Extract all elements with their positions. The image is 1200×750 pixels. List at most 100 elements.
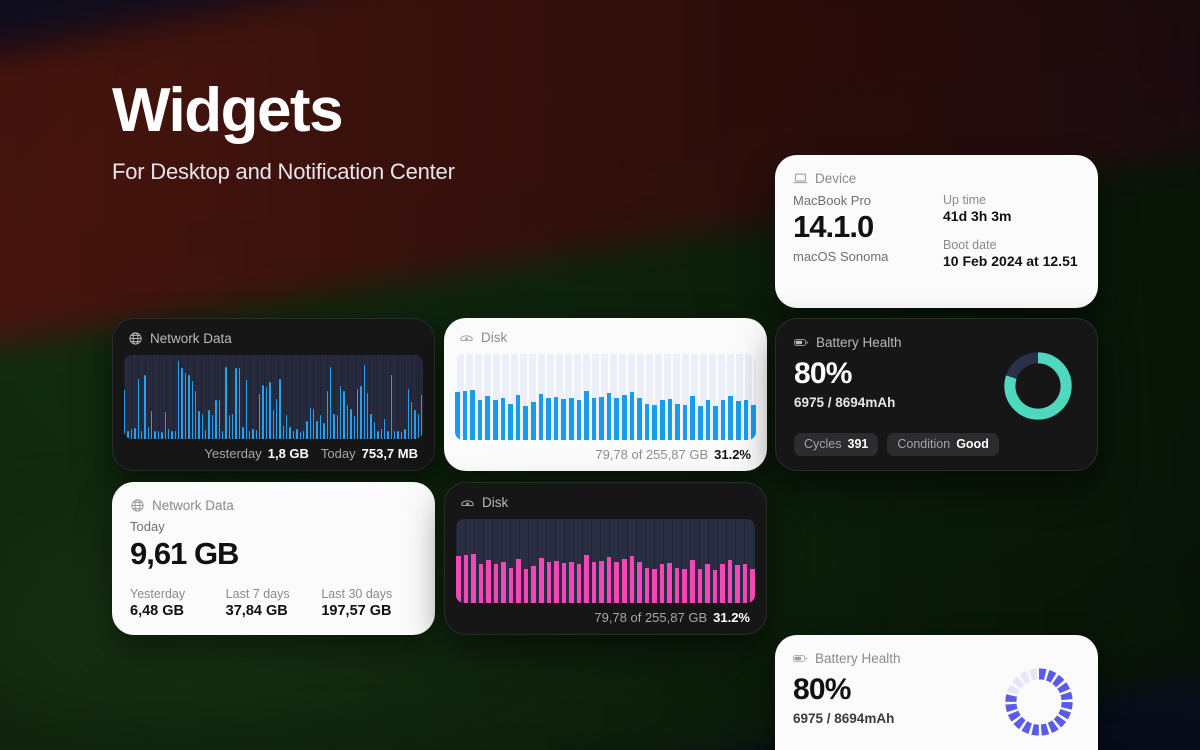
chart-bar bbox=[492, 400, 498, 440]
chart-bar bbox=[296, 428, 298, 439]
chart-bar bbox=[414, 410, 416, 439]
chart-bar bbox=[235, 367, 237, 439]
chart-bar bbox=[493, 564, 499, 603]
chart-bar bbox=[360, 386, 362, 439]
chart-bar bbox=[340, 386, 342, 439]
chart-bar bbox=[455, 391, 460, 440]
chart-bar bbox=[167, 428, 170, 439]
chart-bar bbox=[245, 380, 247, 439]
chart-bar bbox=[157, 431, 160, 439]
chart-bar bbox=[561, 398, 566, 440]
page-title: Widgets bbox=[112, 76, 344, 145]
disk-light-widget[interactable]: Disk 79,78 of 255,87 GB 31.2% bbox=[444, 318, 767, 471]
chart-bar bbox=[370, 413, 372, 439]
chart-bar bbox=[568, 397, 574, 440]
chart-bar bbox=[137, 378, 139, 439]
device-left-column: MacBook Pro 14.1.0 macOS Sonoma bbox=[793, 193, 943, 269]
chart-bar bbox=[252, 428, 254, 439]
chart-bar bbox=[404, 428, 406, 439]
chart-bar bbox=[397, 431, 399, 439]
battery-light-capacity: 6975 / 8694mAh bbox=[793, 711, 895, 726]
chart-bar bbox=[614, 397, 620, 440]
chart-bar bbox=[576, 399, 582, 440]
chart-bar bbox=[259, 394, 261, 439]
network-dark-title: Network Data bbox=[150, 331, 232, 346]
chart-bar bbox=[387, 430, 389, 439]
chart-bar bbox=[181, 368, 183, 439]
chart-bar bbox=[140, 430, 143, 439]
disk-icon bbox=[459, 330, 474, 345]
chart-bar bbox=[591, 561, 597, 603]
boot-date-value: 10 Feb 2024 at 12.51 bbox=[943, 253, 1078, 269]
device-right-column: Up time 41d 3h 3m Boot date 10 Feb 2024 … bbox=[943, 193, 1080, 269]
chart-bar bbox=[523, 569, 529, 603]
chart-bar bbox=[346, 405, 349, 439]
network-data-light-widget[interactable]: Network Data Today 9,61 GB Yesterday 6,4… bbox=[112, 482, 435, 635]
chart-bar bbox=[319, 415, 322, 439]
chart-bar bbox=[188, 375, 190, 439]
device-widget-title: Device bbox=[815, 171, 857, 186]
chart-bar bbox=[569, 561, 574, 603]
chart-bar bbox=[279, 379, 281, 439]
chart-bar bbox=[265, 386, 268, 439]
device-os-name: macOS Sonoma bbox=[793, 249, 889, 264]
laptop-icon bbox=[793, 171, 808, 186]
chart-bar bbox=[470, 390, 475, 440]
chart-bar bbox=[720, 399, 726, 440]
chart-bar bbox=[178, 360, 180, 439]
network-stat-yesterday-value: 6,48 GB bbox=[130, 603, 184, 619]
device-version: 14.1.0 bbox=[793, 209, 874, 244]
network-data-dark-widget[interactable]: Network Data Yesterday 1,8 GB Today 753,… bbox=[112, 318, 435, 471]
disk-light-title: Disk bbox=[481, 330, 508, 345]
chart-bar bbox=[262, 385, 264, 439]
condition-value: Good bbox=[956, 437, 989, 451]
battery-dark-capacity: 6975 / 8694mAh bbox=[794, 395, 896, 410]
uptime-label: Up time bbox=[943, 193, 987, 207]
chart-bar bbox=[682, 568, 687, 603]
page-header: Widgets For Desktop and Notification Cen… bbox=[112, 78, 455, 185]
chart-bar bbox=[171, 430, 173, 439]
globe-icon bbox=[128, 331, 143, 346]
network-dark-today-value: 753,7 MB bbox=[361, 446, 418, 461]
cycles-pill[interactable]: Cycles 391 bbox=[794, 433, 879, 456]
chart-bar bbox=[689, 560, 695, 603]
disk-dark-widget[interactable]: Disk 79,78 of 255,87 GB 31.2% bbox=[444, 482, 767, 635]
device-widget[interactable]: Device MacBook Pro 14.1.0 macOS Sonoma U… bbox=[775, 155, 1098, 308]
chart-bar bbox=[652, 568, 657, 603]
battery-dark-donut bbox=[1001, 349, 1075, 423]
chart-bar bbox=[232, 413, 234, 439]
device-widget-header: Device bbox=[793, 171, 1080, 186]
chart-bar bbox=[546, 561, 552, 603]
chart-bar bbox=[194, 391, 197, 439]
chart-bar bbox=[750, 568, 755, 603]
chart-bar bbox=[478, 563, 484, 603]
chart-bar bbox=[508, 403, 513, 440]
chart-bar bbox=[727, 560, 733, 603]
chart-bar bbox=[751, 404, 756, 440]
network-dark-bars bbox=[124, 355, 423, 439]
chart-bar bbox=[659, 564, 665, 603]
chart-bar bbox=[705, 564, 710, 603]
network-stat-last30-label: Last 30 days bbox=[321, 587, 393, 601]
condition-label: Condition bbox=[897, 437, 951, 451]
chart-bar bbox=[329, 366, 332, 439]
battery-health-dark-widget[interactable]: Battery Health 80% 6975 / 8694mAh Cycles… bbox=[775, 318, 1098, 471]
chart-bar bbox=[508, 567, 514, 603]
network-light-today-value: 9,61 GB bbox=[130, 536, 239, 571]
chart-bar bbox=[242, 427, 244, 439]
battery-light-title: Battery Health bbox=[815, 651, 901, 666]
disk-light-bars bbox=[455, 354, 756, 440]
chart-bar bbox=[363, 365, 365, 439]
chart-bar bbox=[316, 420, 318, 439]
boot-date-label: Boot date bbox=[943, 238, 997, 252]
chart-bar bbox=[238, 368, 241, 439]
network-light-stats: Yesterday 6,48 GB Last 7 days 37,84 GB L… bbox=[130, 587, 417, 619]
chart-bar bbox=[644, 567, 650, 603]
battery-light-header: Battery Health bbox=[793, 651, 1080, 666]
condition-pill[interactable]: Condition Good bbox=[887, 433, 999, 456]
network-light-title: Network Data bbox=[152, 498, 234, 513]
cycles-value: 391 bbox=[847, 437, 869, 451]
chart-bar bbox=[407, 388, 409, 439]
network-dark-today-label: Today bbox=[320, 446, 356, 461]
battery-health-light-widget[interactable]: Battery Health 80% 6975 / 8694mAh Cycles… bbox=[775, 635, 1098, 750]
